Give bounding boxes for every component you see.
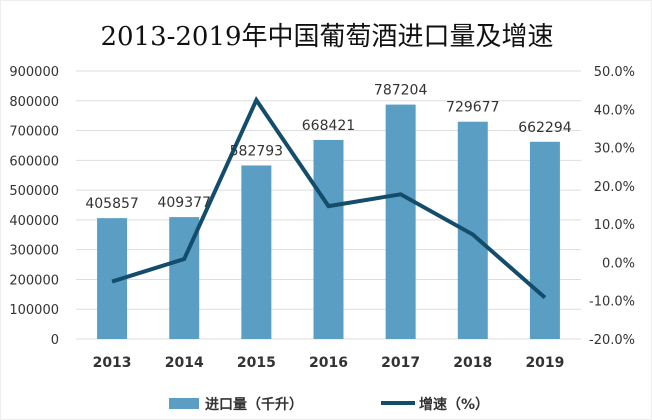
y-right-tick-label: 50.0% [594, 65, 635, 80]
legend-bar-label: 进口量（千升） [205, 396, 303, 413]
data-label: 787204 [374, 83, 428, 99]
y-right-tick-label: -20.0% [589, 333, 635, 348]
x-tick-label: 2014 [165, 355, 204, 371]
data-label: 729677 [446, 100, 499, 116]
y-right-tick-label: 10.0% [594, 218, 635, 233]
bar [241, 165, 272, 339]
y-left-tick-label: 800000 [9, 95, 59, 110]
legend-bar-swatch [169, 398, 199, 409]
legend-line-label: 增速（%） [419, 396, 489, 413]
y-right-tick-label: 20.0% [594, 180, 635, 195]
y-left-tick-label: 700000 [9, 125, 59, 140]
bar [313, 139, 344, 339]
x-tick-label: 2013 [93, 355, 132, 371]
data-label: 405857 [85, 196, 138, 212]
data-label: 409377 [157, 195, 210, 211]
y-left-tick-label: 400000 [9, 214, 59, 229]
data-label: 582793 [230, 143, 283, 159]
y-left-tick-label: 0 [51, 333, 59, 348]
x-tick-label: 2019 [525, 355, 564, 371]
y-right-tick-label: 30.0% [594, 142, 635, 157]
legend: 进口量（千升） 增速（%） [169, 396, 489, 413]
x-tick-label: 2015 [237, 355, 276, 371]
y-right-tick-label: 40.0% [594, 103, 635, 118]
y-right-tick-label: -10.0% [589, 295, 635, 310]
y-right-tick-label: 0.0% [602, 256, 635, 271]
y-left-tick-label: 300000 [9, 244, 59, 259]
chart-title: 2013-2019年中国葡萄酒进口量及增速 [100, 22, 553, 52]
x-tick-label: 2017 [381, 355, 420, 371]
y-left-tick-label: 600000 [9, 154, 59, 169]
data-label: 662294 [518, 120, 572, 136]
bar [385, 104, 416, 340]
y-left-tick-label: 900000 [9, 65, 59, 80]
data-label: 668421 [302, 118, 355, 134]
y-left-tick-label: 100000 [9, 303, 59, 318]
x-tick-label: 2016 [309, 355, 348, 371]
bar [529, 141, 560, 339]
x-tick-label: 2018 [453, 355, 492, 371]
y-left-tick-label: 500000 [9, 184, 59, 199]
y-left-tick-label: 200000 [9, 273, 59, 288]
